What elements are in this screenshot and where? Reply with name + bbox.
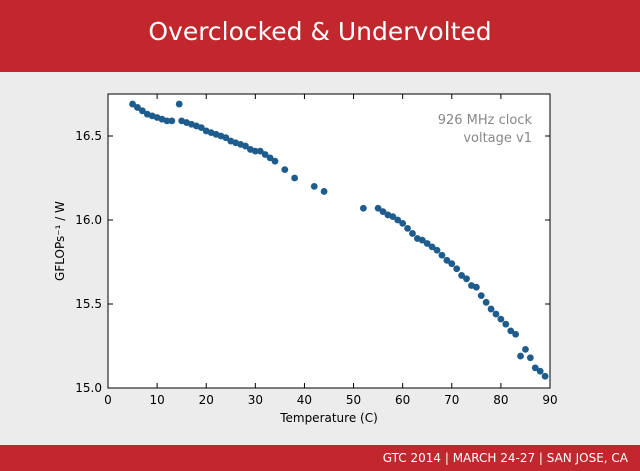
footer-text: GTC 2014 | MARCH 24-27 | SAN JOSE, CA	[382, 451, 628, 465]
data-point	[409, 230, 416, 237]
data-point	[222, 134, 230, 142]
data-point	[482, 298, 490, 306]
y-tick-label: 15.0	[75, 381, 102, 395]
annotation-line-2: voltage v1	[463, 131, 532, 146]
data-point	[458, 272, 465, 279]
data-point	[526, 354, 534, 362]
data-point	[168, 117, 176, 125]
data-point	[477, 292, 485, 299]
data-point	[428, 243, 436, 251]
x-tick-label: 20	[199, 393, 214, 407]
data-point	[443, 256, 451, 264]
x-tick-label: 30	[248, 393, 263, 407]
data-point	[463, 275, 470, 283]
x-tick-label: 70	[444, 393, 459, 407]
data-point	[242, 142, 249, 150]
x-axis-label: Temperature (C)	[279, 411, 378, 425]
x-tick-label: 90	[542, 393, 557, 407]
data-point	[138, 107, 146, 115]
data-point	[438, 251, 446, 259]
y-tick-label: 16.0	[75, 213, 102, 227]
data-point	[197, 124, 205, 131]
data-point	[359, 204, 367, 212]
data-point	[541, 372, 549, 380]
data-point	[291, 174, 299, 182]
y-axis: 15.0 15.5 16.0 16.5	[75, 129, 550, 395]
data-point	[536, 367, 544, 375]
data-point	[261, 151, 269, 158]
data-point	[266, 154, 274, 162]
data-point	[507, 327, 515, 335]
x-tick-label: 10	[149, 393, 164, 407]
data-point	[502, 320, 510, 328]
data-point	[310, 183, 318, 190]
footer-banner: GTC 2014 | MARCH 24-27 | SAN JOSE, CA	[0, 445, 640, 471]
data-point	[423, 240, 431, 247]
data-point	[522, 345, 529, 353]
y-axis-label: GFLOPs⁻¹ / W	[53, 201, 67, 281]
data-point	[531, 364, 539, 372]
data-point	[374, 204, 382, 212]
y-tick-label: 15.5	[75, 297, 102, 311]
data-point	[320, 188, 328, 195]
data-point	[256, 147, 264, 155]
data-point	[472, 283, 480, 291]
data-point	[163, 117, 171, 125]
data-point	[394, 216, 402, 224]
x-tick-label: 80	[493, 393, 508, 407]
data-point	[134, 104, 141, 111]
data-point	[404, 225, 411, 232]
data-point	[492, 310, 500, 318]
x-tick-label: 50	[346, 393, 361, 407]
data-point	[487, 305, 495, 313]
data-point	[379, 208, 387, 216]
x-tick-label: 40	[297, 393, 312, 407]
header-banner: Overclocked & Undervolted	[0, 0, 640, 72]
y-tick-label: 16.5	[75, 129, 102, 143]
x-axis: 0 10 20 30 40 50 60 70 80 90	[104, 94, 558, 407]
data-point	[512, 330, 520, 338]
data-point	[399, 219, 407, 227]
data-point	[448, 260, 456, 268]
data-points	[129, 100, 549, 380]
data-point	[418, 236, 426, 244]
plot-area	[107, 93, 551, 389]
data-point	[271, 157, 279, 165]
data-point	[251, 147, 259, 155]
data-point	[175, 100, 183, 108]
data-point	[517, 352, 524, 360]
x-tick-label: 0	[104, 393, 112, 407]
data-point	[129, 100, 136, 108]
data-point	[433, 246, 441, 254]
slide-title: Overclocked & Undervolted	[148, 17, 492, 46]
x-tick-label: 60	[395, 393, 410, 407]
data-point	[497, 315, 505, 323]
data-point	[389, 213, 397, 221]
data-point	[281, 166, 289, 174]
annotation-line-1: 926 MHz clock	[438, 113, 533, 128]
data-point	[453, 265, 461, 273]
